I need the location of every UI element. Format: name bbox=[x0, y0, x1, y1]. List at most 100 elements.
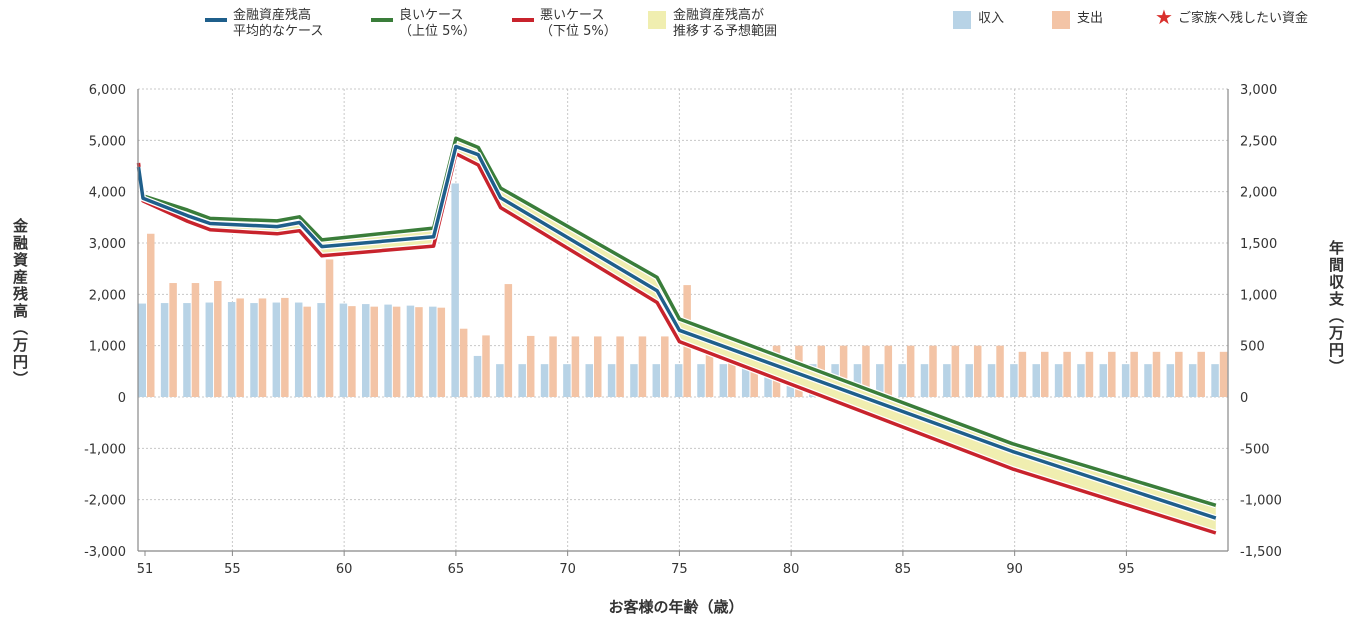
bar-income bbox=[585, 364, 593, 397]
bar-expense bbox=[638, 336, 647, 397]
bar-income bbox=[1099, 364, 1108, 397]
y-left-tick-label: 4,000 bbox=[89, 186, 126, 201]
bar-expense bbox=[1063, 351, 1071, 397]
bar-expense bbox=[415, 307, 423, 397]
legend-label-expense: 支出 bbox=[1077, 11, 1104, 26]
bar-expense bbox=[258, 298, 267, 397]
x-tick-label: 90 bbox=[1006, 562, 1023, 577]
bar-income bbox=[294, 302, 303, 397]
y-right-tick-label: 1,500 bbox=[1240, 237, 1277, 252]
bar-income bbox=[1188, 364, 1197, 397]
legend-item-expense: 支出 bbox=[1052, 8, 1103, 30]
bar-expense bbox=[973, 345, 982, 397]
y-axis-left-title: 金融資産残高（万円） bbox=[11, 218, 29, 388]
bar-income bbox=[138, 303, 146, 397]
bar-expense bbox=[996, 345, 1004, 397]
y-right-tick-label: 2,500 bbox=[1240, 134, 1277, 149]
bar-income bbox=[540, 364, 549, 397]
y-left-tick-label: -1,000 bbox=[84, 442, 126, 457]
legend: 金融資産残高 平均的なケース 良いケース （上位 5%） 悪いケース （下位 5… bbox=[0, 7, 1352, 52]
bar-expense bbox=[1085, 351, 1094, 397]
bar-expense bbox=[594, 336, 602, 397]
axes bbox=[137, 89, 1229, 556]
balance-lines bbox=[135, 135, 1217, 536]
bar-income bbox=[853, 364, 862, 397]
bar-income bbox=[630, 364, 638, 397]
bar-expense bbox=[437, 307, 446, 397]
bar-expense bbox=[839, 345, 848, 397]
bar-expense bbox=[191, 283, 200, 397]
bar-income bbox=[1032, 364, 1040, 397]
legend-item-good-case: 良いケース （上位 5%） bbox=[371, 8, 476, 40]
chart-plot: 6,000 5,000 4,000 3,000 2,000 1,000 0 -1,000 -2,… bbox=[84, 83, 1282, 577]
legend-label-star: ご家族へ残したい資金 bbox=[1177, 11, 1308, 26]
bar-expense bbox=[1197, 351, 1205, 397]
legend-label-average: 金融資産残高 平均的なケース bbox=[233, 8, 324, 39]
bar-income bbox=[205, 302, 214, 397]
bar-expense bbox=[951, 345, 960, 397]
legend-item-bad-case: 悪いケース （下位 5%） bbox=[512, 8, 617, 40]
bar-income bbox=[987, 364, 996, 397]
y-right-tick-label: 2,000 bbox=[1240, 186, 1277, 201]
bar-expense bbox=[325, 259, 334, 397]
bar-income bbox=[898, 364, 906, 397]
bar-expense bbox=[616, 336, 624, 397]
y-right-tick-label: -1,000 bbox=[1240, 494, 1282, 509]
bar-expense bbox=[1219, 351, 1228, 397]
bar-expense bbox=[661, 336, 669, 397]
bar-income bbox=[496, 364, 504, 397]
bar-expense bbox=[281, 297, 289, 397]
bar-income bbox=[160, 303, 169, 397]
bar-expense bbox=[459, 328, 468, 397]
y-right-tick-label: 0 bbox=[1240, 391, 1248, 406]
bar-income bbox=[741, 364, 750, 397]
legend-item-star: ★ ご家族へ残したい資金 bbox=[1155, 7, 1308, 30]
line-bad bbox=[136, 151, 1217, 535]
legend-label-range: 金融資産残高が 推移する予想範囲 bbox=[673, 8, 778, 39]
bar-income bbox=[876, 364, 884, 397]
legend-swatch-income bbox=[953, 11, 971, 29]
bar-expense bbox=[728, 345, 736, 397]
bar-expense bbox=[504, 284, 513, 397]
y-left-tick-label: 5,000 bbox=[89, 134, 126, 149]
bar-expense bbox=[526, 335, 535, 397]
bar-expense bbox=[348, 306, 356, 397]
bar-income bbox=[652, 364, 661, 397]
bar-income bbox=[1166, 364, 1175, 397]
bar-expense bbox=[392, 306, 401, 397]
bar-expense bbox=[370, 306, 378, 397]
x-axis-title: お客様の年齢（歳） bbox=[608, 598, 744, 616]
y-right-tick-label: 500 bbox=[1240, 340, 1265, 355]
y-right-tick-label: -1,500 bbox=[1240, 545, 1282, 560]
x-tick-label: 75 bbox=[671, 562, 688, 577]
bar-income bbox=[429, 306, 437, 397]
bar-income bbox=[674, 364, 683, 397]
y-right-tick-label: 3,000 bbox=[1240, 83, 1277, 98]
bar-income bbox=[607, 364, 616, 397]
y-left-tick-label: 1,000 bbox=[89, 340, 126, 355]
bar-income bbox=[250, 303, 258, 397]
y-left-tick-label: 3,000 bbox=[89, 237, 126, 252]
legend-label-bad-case: 悪いケース （下位 5%） bbox=[540, 8, 617, 39]
bar-income bbox=[943, 364, 951, 397]
legend-label-income: 収入 bbox=[978, 11, 1005, 26]
legend-swatch-bad-case bbox=[512, 18, 534, 22]
y-left-tick-label: -3,000 bbox=[84, 545, 126, 560]
bar-expense bbox=[705, 345, 714, 397]
legend-item-income: 収入 bbox=[953, 8, 1004, 30]
y-left-tick-label: 6,000 bbox=[89, 83, 126, 98]
legend-label-good-case: 良いケース （上位 5%） bbox=[399, 8, 476, 39]
x-tick-label: 65 bbox=[448, 562, 465, 577]
bar-income bbox=[518, 364, 526, 397]
bar-expense bbox=[236, 298, 244, 397]
bar-expense bbox=[549, 336, 557, 397]
bar-income bbox=[451, 183, 459, 397]
x-tick-label: 51 bbox=[137, 562, 154, 577]
bar-income bbox=[965, 364, 973, 397]
tick-labels: 6,000 5,000 4,000 3,000 2,000 1,000 0 -1,000 -2,… bbox=[84, 83, 1282, 577]
bar-income bbox=[1054, 364, 1063, 397]
bar-income bbox=[1121, 364, 1130, 397]
bar-income bbox=[339, 303, 348, 397]
y-left-tick-label: -2,000 bbox=[84, 494, 126, 509]
x-tick-label: 70 bbox=[559, 562, 576, 577]
